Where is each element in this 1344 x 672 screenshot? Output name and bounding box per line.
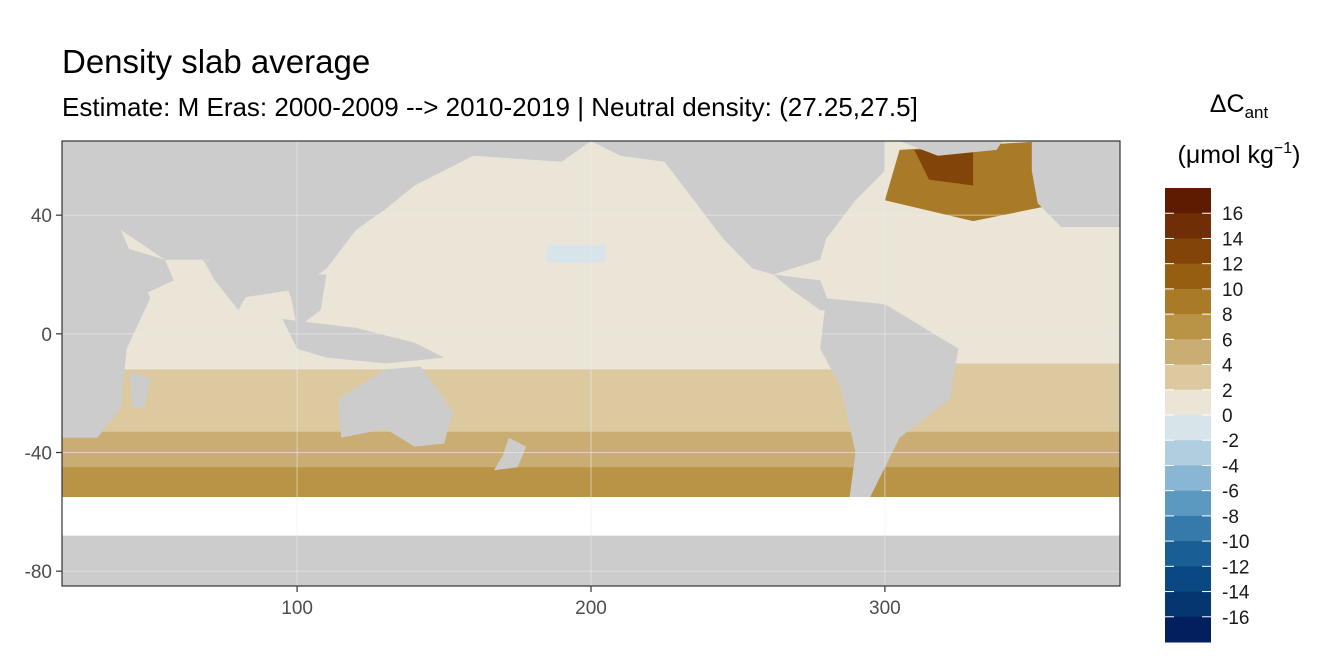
chart-subtitle: Estimate: M Eras: 2000-2009 --> 2010-201… (62, 92, 918, 122)
legend-swatch-5 (1165, 314, 1211, 340)
legend-swatch-8 (1165, 389, 1211, 416)
legend-units-text: (μmol kg (1178, 141, 1274, 169)
legend-swatch-15 (1165, 566, 1211, 593)
legend-title: ΔCant (1210, 90, 1269, 122)
legend-label-10: -4 (1222, 456, 1239, 477)
y-tick-label--80: -80 (25, 562, 52, 583)
land-greenland (899, 141, 1003, 156)
legend-label-14: -12 (1222, 557, 1249, 578)
legend-units: (μmol kg−1) (1178, 140, 1301, 169)
legend-label-16: -16 (1222, 608, 1249, 629)
legend-label-3: 10 (1222, 280, 1243, 301)
land-arabia (114, 244, 174, 299)
legend-swatch-14 (1165, 541, 1211, 567)
legend-swatch-12 (1165, 490, 1211, 517)
legend-label-7: 2 (1222, 381, 1233, 402)
legend-label-15: -14 (1222, 583, 1250, 604)
land-india (203, 259, 262, 311)
legend-swatch-11 (1165, 465, 1211, 492)
legend-swatch-9 (1165, 415, 1211, 441)
legend-title-main: ΔC (1210, 90, 1245, 118)
legend-label-5: 6 (1222, 330, 1233, 351)
legend-label-0: 16 (1222, 204, 1243, 225)
land-layer (62, 141, 1120, 586)
legend-swatch-1 (1165, 213, 1211, 239)
region-labrador-sea (914, 149, 974, 186)
legend-swatch-4 (1165, 288, 1211, 315)
legend: ΔCant (μmol kg−1) 16 14 12 10 8 6 4 2 0 -2 -4 -6 -8 -… (1165, 90, 1300, 643)
legend-label-8: 0 (1222, 406, 1233, 427)
land-south-america (820, 298, 959, 497)
legend-units-exponent: −1 (1274, 140, 1292, 157)
legend-label-11: -6 (1222, 482, 1239, 503)
x-tick-label-300: 300 (869, 598, 901, 619)
regions-layer (62, 141, 1120, 536)
y-tick-label-0: 0 (41, 325, 52, 346)
land-new-zealand (494, 437, 527, 471)
land-madagascar (129, 372, 151, 408)
legend-label-1: 14 (1222, 229, 1244, 250)
land-southeast-asia (282, 274, 327, 328)
x-tick-label-200: 200 (575, 598, 607, 619)
legend-title-sub: ant (1245, 103, 1269, 122)
region-north-pacific (355, 149, 724, 260)
land-australia (338, 366, 453, 447)
chart-title: Density slab average (62, 43, 371, 80)
land-eurasia-north (62, 141, 591, 299)
legend-swatch-2 (1165, 238, 1211, 265)
legend-swatch-13 (1165, 515, 1211, 542)
region-north-pacific-subpolar-patch (546, 244, 606, 263)
legend-label-4: 8 (1222, 305, 1233, 326)
legend-swatch-10 (1165, 440, 1211, 466)
legend-swatch-3 (1165, 263, 1211, 290)
land-central-america (773, 274, 832, 311)
legend-units-close: ) (1292, 141, 1300, 169)
legend-swatch-7 (1165, 364, 1211, 391)
legend-swatch-17 (1165, 616, 1211, 643)
land-indonesia (282, 319, 445, 364)
legend-swatch-6 (1165, 339, 1211, 366)
y-tick-label--40: -40 (25, 444, 52, 465)
land-north-america (591, 141, 885, 275)
legend-labels: 16 14 12 10 8 6 4 2 0 -2 -4 -6 -8 -10 -12 -14 -16 (1165, 204, 1250, 629)
map-panel (62, 141, 1120, 586)
y-tick-label-40: 40 (31, 206, 52, 227)
legend-swatch-0 (1165, 188, 1211, 214)
legend-label-13: -10 (1222, 532, 1249, 553)
legend-swatches (1165, 188, 1211, 643)
grid-layer (62, 141, 1120, 586)
legend-label-6: 4 (1222, 356, 1233, 377)
legend-label-2: 12 (1222, 255, 1243, 276)
legend-label-12: -8 (1222, 507, 1239, 528)
legend-label-9: -2 (1222, 431, 1239, 452)
land-europe (1031, 141, 1120, 227)
x-tick-label-100: 100 (281, 598, 313, 619)
legend-swatch-16 (1165, 591, 1211, 618)
